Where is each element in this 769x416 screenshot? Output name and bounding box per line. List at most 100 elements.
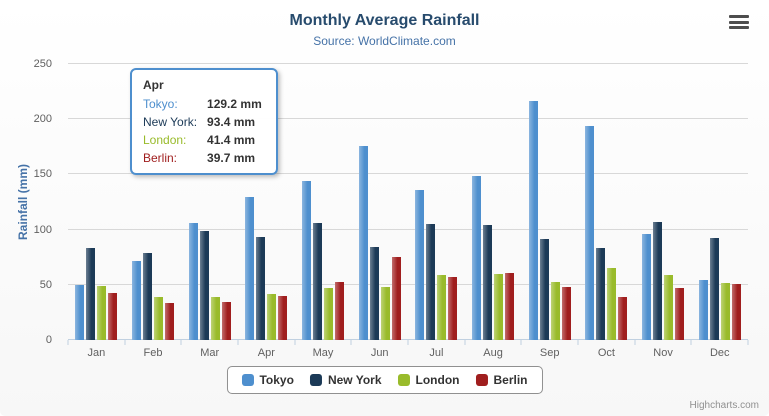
bar-new-york-feb[interactable]: [143, 253, 152, 340]
tooltip-rows: Tokyo: 129.2 mm New York: 93.4 mm London: 41.…: [143, 97, 265, 165]
gridline-150: [68, 173, 748, 175]
plot-area: [68, 63, 748, 340]
bar-new-york-oct[interactable]: [596, 247, 606, 340]
x-axis-category-label: Jul: [429, 347, 444, 359]
bar-group-may: [295, 64, 352, 340]
bar-berlin-sep[interactable]: [561, 287, 571, 340]
chart-title: Monthly Average Rainfall: [289, 12, 480, 29]
bar-london-jul[interactable]: [437, 274, 447, 340]
bar-london-apr[interactable]: [267, 294, 277, 340]
tooltip-series-label: New York:: [143, 115, 198, 129]
x-axis-line: [68, 339, 748, 340]
bar-new-york-jan[interactable]: [86, 247, 96, 340]
bar-new-york-nov[interactable]: [653, 222, 663, 340]
bar-tokyo-jul[interactable]: [415, 190, 425, 340]
bar-london-feb[interactable]: [154, 297, 163, 340]
bar-group-jan: [68, 64, 125, 340]
x-axis-tick: [407, 340, 409, 345]
bar-tokyo-apr[interactable]: [245, 197, 255, 340]
export-menu-button[interactable]: [729, 15, 749, 29]
x-axis-tick: [577, 340, 579, 345]
bar-tokyo-feb[interactable]: [132, 261, 141, 340]
tooltip-series-label: London:: [143, 133, 187, 147]
bar-london-may[interactable]: [324, 288, 334, 340]
bar-tokyo-may[interactable]: [302, 181, 312, 340]
bar-london-dec[interactable]: [720, 283, 730, 340]
bar-london-mar[interactable]: [210, 296, 220, 340]
bar-new-york-apr[interactable]: [256, 236, 266, 340]
x-axis-tick: [180, 340, 182, 345]
x-axis-tick: [520, 340, 522, 345]
legend-label: Berlin: [493, 373, 528, 387]
y-axis-tick-label: 200: [33, 113, 52, 126]
bar-london-nov[interactable]: [664, 274, 674, 340]
legend-item-berlin[interactable]: Berlin: [475, 373, 528, 387]
bar-berlin-dec[interactable]: [731, 283, 741, 340]
tooltip-series-value: 41.4 mm: [207, 133, 256, 147]
bar-new-york-may[interactable]: [313, 222, 323, 340]
bar-london-aug[interactable]: [494, 274, 504, 340]
bar-berlin-jun[interactable]: [391, 256, 401, 340]
chart-subtitle: Source: WorldClimate.com: [313, 34, 456, 48]
bar-london-sep[interactable]: [550, 282, 560, 340]
bar-london-jun[interactable]: [380, 286, 390, 340]
bar-new-york-jun[interactable]: [369, 246, 379, 340]
bar-berlin-feb[interactable]: [165, 303, 174, 340]
bar-group-jul: [408, 64, 465, 340]
bar-new-york-sep[interactable]: [539, 239, 549, 340]
legend-symbol-berlin: [475, 374, 488, 386]
plot-bars: [68, 64, 748, 340]
y-axis-tick-label: 50: [39, 278, 52, 291]
x-axis-category-label: May: [312, 347, 334, 359]
bar-tokyo-jan[interactable]: [75, 284, 85, 340]
bar-berlin-may[interactable]: [335, 281, 345, 340]
bar-london-jan[interactable]: [97, 286, 107, 340]
x-axis-category-label: Jan: [87, 347, 106, 359]
legend: Tokyo New York London Berlin: [226, 366, 543, 394]
credits-link[interactable]: Highcharts.com: [689, 400, 759, 411]
legend-item-tokyo[interactable]: Tokyo: [241, 373, 294, 387]
legend-symbol-new-york: [309, 374, 322, 386]
bar-group-dec: [691, 64, 748, 340]
x-axis-category-label: Oct: [597, 347, 615, 359]
x-axis-tick: [294, 340, 296, 345]
bar-berlin-mar[interactable]: [221, 301, 231, 340]
x-axis-tick: [634, 340, 636, 345]
bar-london-oct[interactable]: [607, 268, 617, 340]
x-axis-tick: [237, 340, 239, 345]
x-axis-category-label: Mar: [200, 347, 220, 359]
bar-group-jun: [351, 64, 408, 340]
bar-berlin-aug[interactable]: [505, 273, 515, 340]
legend-item-new-york[interactable]: New York: [309, 373, 382, 387]
bar-group-oct: [578, 64, 635, 340]
bar-tokyo-oct[interactable]: [585, 125, 595, 340]
bar-tokyo-sep[interactable]: [528, 101, 538, 340]
hamburger-menu-icon: [729, 20, 749, 24]
legend-label: London: [415, 373, 460, 387]
bar-berlin-jan[interactable]: [108, 293, 118, 340]
bar-new-york-jul[interactable]: [426, 224, 436, 340]
bar-tokyo-nov[interactable]: [642, 234, 652, 340]
bar-tokyo-mar[interactable]: [188, 222, 198, 340]
bar-berlin-apr[interactable]: [278, 296, 288, 340]
bar-new-york-mar[interactable]: [199, 231, 209, 340]
bar-new-york-aug[interactable]: [483, 224, 493, 340]
bar-group-mar: [181, 64, 238, 340]
x-axis-tick: [690, 340, 692, 345]
bar-berlin-jul[interactable]: [448, 276, 458, 340]
tooltip: Apr Tokyo: 129.2 mm New York: 93.4 mm London…: [130, 68, 278, 175]
tooltip-series-value: 39.7 mm: [207, 151, 256, 165]
bar-berlin-oct[interactable]: [618, 296, 628, 340]
bar-group-aug: [465, 64, 522, 340]
bar-berlin-nov[interactable]: [675, 288, 685, 340]
bar-group-feb: [125, 64, 182, 340]
tooltip-series-value: 93.4 mm: [207, 115, 256, 129]
bar-tokyo-aug[interactable]: [472, 176, 482, 340]
bar-tokyo-dec[interactable]: [698, 279, 708, 340]
x-axis-category-label: Sep: [539, 347, 560, 359]
legend-item-london[interactable]: London: [397, 373, 460, 387]
hamburger-menu-icon: [729, 15, 749, 18]
bar-tokyo-jun[interactable]: [358, 145, 368, 340]
bar-group-apr: [238, 64, 295, 340]
bar-new-york-dec[interactable]: [709, 238, 719, 340]
